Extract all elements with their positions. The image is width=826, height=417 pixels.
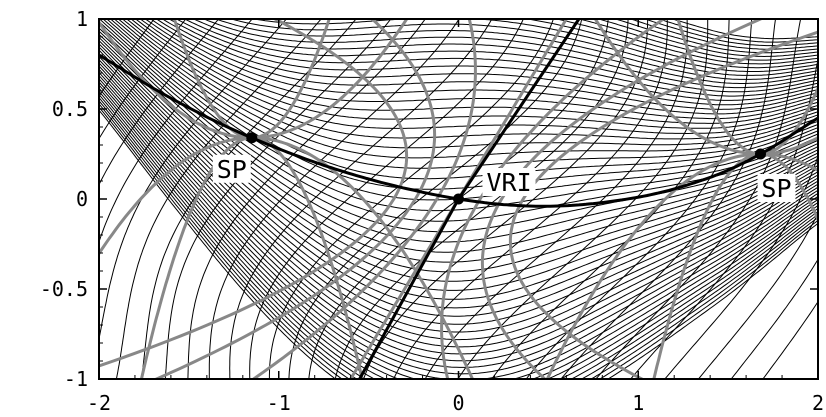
flow-line [99, 43, 818, 291]
flow-line [99, 96, 818, 379]
x-tick-label: -2 [87, 391, 111, 415]
critical-point-marker [453, 193, 464, 205]
flow-line [164, 19, 392, 379]
flow-line [99, 81, 818, 379]
x-tick-label: 0 [452, 391, 464, 415]
separatrix-curve [480, 19, 765, 379]
flow-line [99, 90, 818, 379]
flow-line [525, 19, 818, 69]
flow-line [251, 19, 818, 72]
flow-line [596, 19, 818, 58]
flow-line [99, 100, 818, 379]
flow-line [268, 19, 554, 379]
flow-line [99, 59, 818, 333]
flow-line [554, 19, 818, 65]
flow-line [109, 19, 818, 180]
flow-line [670, 19, 818, 40]
flow-line [99, 74, 818, 368]
flow-line [99, 87, 818, 379]
x-tick-label: 1 [632, 391, 644, 415]
flow-line [134, 19, 818, 129]
flow-line [99, 106, 818, 379]
flow-line [121, 19, 818, 149]
critical-points: SP VRI SP [212, 132, 796, 205]
critical-point-label: SP [217, 155, 247, 184]
flow-line [99, 19, 253, 244]
flow-line [99, 19, 187, 140]
x-tick-label: 2 [812, 391, 824, 415]
x-tick-label: -1 [267, 391, 291, 415]
y-tick-label: 0 [76, 187, 88, 211]
flow-line [208, 19, 460, 379]
flow-line [149, 19, 818, 115]
flow-line [99, 103, 818, 379]
separatrix-curve [250, 19, 477, 379]
flow-line [155, 19, 818, 110]
flow-line [99, 84, 818, 379]
separatrix-curve [99, 19, 409, 368]
flow-line [664, 154, 818, 379]
flow-line [99, 19, 220, 186]
flow-line [643, 19, 818, 47]
y-tick-label: -0.5 [40, 277, 88, 301]
point-label-background [482, 168, 536, 196]
flow-line [334, 19, 629, 379]
flow-line [99, 33, 818, 263]
y-tick-label: 1 [76, 7, 88, 31]
critical-point-marker [246, 132, 258, 144]
critical-point-marker [754, 148, 766, 160]
flow-line [363, 19, 649, 379]
flow-line [99, 55, 818, 325]
flow-line [595, 19, 802, 379]
flow-line [629, 19, 818, 50]
flow-line [115, 19, 322, 379]
flow-line [161, 19, 818, 106]
flow-line [99, 93, 818, 379]
flow-line [99, 52, 818, 317]
flow-line [657, 19, 818, 43]
point-label-background [757, 174, 796, 202]
flow-line [99, 71, 818, 362]
flow-line [99, 19, 818, 212]
flow-line [130, 19, 818, 134]
critical-point-label: VRI [487, 168, 532, 197]
axes: -2 -1 0 1 210.50-0.5-1 [40, 7, 824, 415]
flow-line [99, 24, 818, 233]
flow-line [424, 19, 688, 379]
y-tick-label: 0.5 [52, 97, 88, 121]
flow-line [762, 300, 818, 379]
flow-line [288, 19, 583, 379]
point-label-background [212, 154, 251, 183]
flow-line [560, 19, 777, 379]
y-tick-label: -1 [64, 367, 88, 391]
flow-line [393, 19, 668, 379]
flow-line [113, 19, 818, 169]
critical-point-label: SP [761, 174, 791, 203]
separatrix-curve [152, 19, 437, 379]
separatrix-curve [508, 30, 818, 379]
flow-line [192, 19, 818, 89]
flow-line [229, 19, 493, 379]
flow-line [577, 19, 818, 61]
flow-line [99, 30, 818, 253]
flow-line [730, 258, 818, 379]
flow-line [99, 68, 818, 355]
flow-line [697, 212, 818, 379]
flow-line [99, 39, 818, 282]
flow-line [457, 19, 709, 379]
flow-line [99, 19, 155, 98]
flow-line [175, 19, 818, 97]
flow-line [99, 62, 818, 341]
flow-line [144, 19, 818, 120]
